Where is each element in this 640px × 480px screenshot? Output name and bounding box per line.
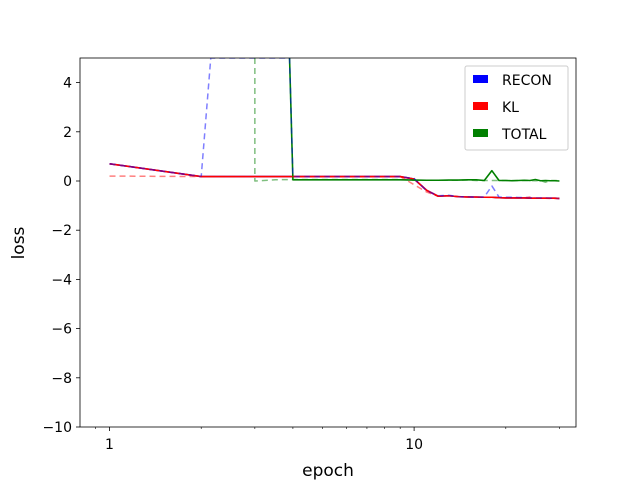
y-axis-label: loss bbox=[9, 226, 29, 259]
series-layer bbox=[109, 58, 560, 200]
legend-box bbox=[464, 65, 569, 151]
y-tick-label: −10 bbox=[42, 420, 72, 436]
legend-label-total: TOTAL bbox=[501, 127, 547, 143]
x-axis-label: epoch bbox=[302, 461, 354, 480]
legend-swatch-recon bbox=[473, 75, 488, 83]
y-tick-label: −8 bbox=[51, 371, 72, 387]
plot-frame bbox=[79, 57, 577, 428]
y-tick-label: −6 bbox=[51, 322, 72, 338]
y-tick-label: −4 bbox=[51, 272, 72, 288]
y-tick-label: 0 bbox=[63, 174, 72, 190]
y-tick-label: 4 bbox=[63, 76, 72, 92]
y-tick-label: −2 bbox=[51, 223, 72, 239]
x-tick-label: 1 bbox=[105, 437, 114, 453]
x-tick-label: 10 bbox=[405, 437, 423, 453]
legend-label-recon: RECON bbox=[502, 73, 552, 89]
legend-label-kl: KL bbox=[502, 100, 519, 116]
legend-swatch-total bbox=[473, 129, 488, 137]
legend-swatch-kl bbox=[473, 102, 488, 110]
legend: RECON KL TOTAL bbox=[464, 65, 569, 151]
series-line-008000-dashed-5 bbox=[254, 58, 560, 183]
axis-ticks: −10 −8 −6 −4 −2 0 2 4 1 10 bbox=[42, 76, 560, 453]
series-line-ff0000-dashed-4 bbox=[109, 175, 560, 200]
y-tick-label: 2 bbox=[63, 125, 72, 141]
